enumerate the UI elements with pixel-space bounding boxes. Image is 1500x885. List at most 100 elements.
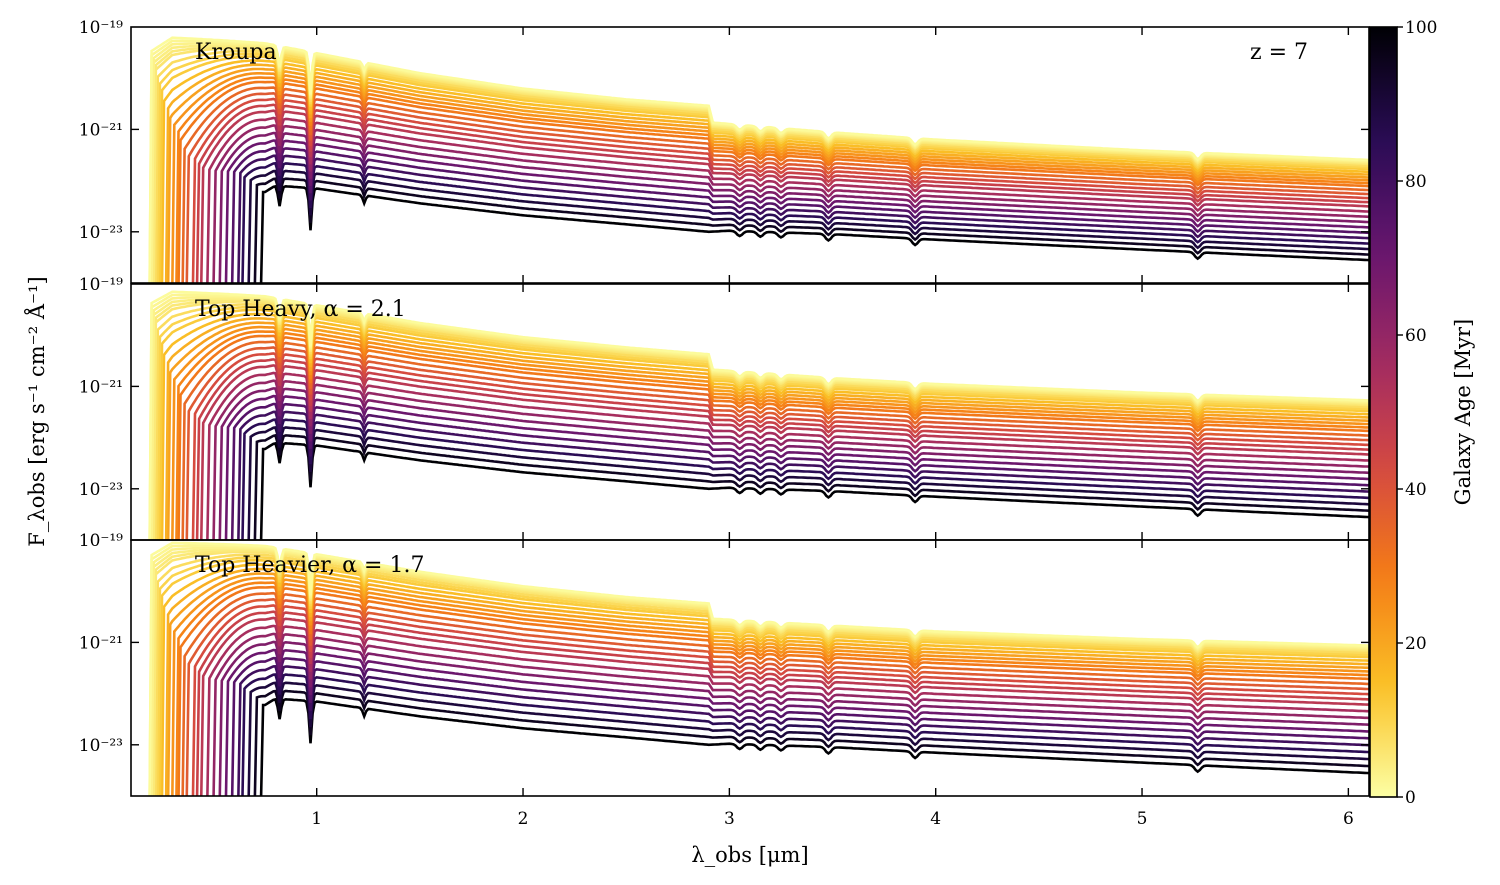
series-line-age-65: [218, 387, 1369, 540]
series-line-age-38: [185, 597, 1369, 796]
series-line-age-42: [191, 352, 1369, 540]
colorbar: 0 20 40 60 80 100 Galaxy Age [Myr]: [1369, 18, 1475, 808]
series-line-age-90: [247, 426, 1369, 540]
x-tick-label: 4: [930, 809, 941, 829]
panel-frame: [130, 539, 1370, 797]
sed-curves: [148, 541, 1369, 796]
series-line-age-18: [164, 63, 1369, 283]
series-line-age-21: [166, 67, 1369, 283]
series-line-age-70: [224, 139, 1369, 283]
series-line-age-60: [212, 379, 1369, 540]
series-line-age-8: [154, 553, 1369, 796]
series-line-age-75: [230, 656, 1369, 796]
x-tick-label: 5: [1137, 809, 1148, 829]
series-line-age-55: [206, 371, 1369, 540]
series-line-age-80: [237, 410, 1369, 540]
y-tick-label-top: 10⁻¹⁹: [79, 275, 123, 295]
series-line-age-12: [158, 308, 1369, 540]
series-line-age-38: [185, 91, 1369, 283]
redshift-label: z = 7: [1250, 40, 1308, 65]
series-line-age-34: [181, 86, 1369, 283]
x-tick-label: 1: [311, 809, 322, 829]
series-line-age-46: [195, 103, 1369, 283]
y-tick-label-top: 10⁻¹⁹: [79, 18, 123, 38]
series-line-age-38: [185, 346, 1369, 540]
series-line-age-46: [195, 358, 1369, 540]
series-line-age-10: [156, 52, 1369, 283]
series-line-age-18: [164, 317, 1369, 540]
panel-label: Top Heavy, α = 2.1: [195, 297, 406, 322]
colorbar-frame: [1369, 26, 1398, 798]
series-line-age-34: [181, 591, 1369, 796]
series-line-age-50: [199, 364, 1369, 540]
series-line-age-100: [259, 441, 1369, 540]
colorbar-tick-label: 20: [1405, 634, 1427, 654]
series-line-age-8: [154, 302, 1369, 540]
series-line-age-24: [171, 72, 1369, 283]
series-line-age-65: [218, 131, 1369, 283]
series-line-age-42: [191, 97, 1369, 283]
series-line-age-60: [212, 632, 1369, 796]
x-axis-title: λ_obs [μm]: [691, 843, 808, 867]
series-line-age-65: [218, 640, 1369, 796]
series-line-age-80: [237, 154, 1369, 283]
series-line-age-34: [181, 340, 1369, 540]
series-line-age-75: [230, 146, 1369, 283]
series-line-age-95: [253, 433, 1369, 540]
series-line-age-27: [175, 581, 1369, 796]
series-line-age-70: [224, 394, 1369, 540]
x-tick-label: 3: [724, 809, 735, 829]
series-line-age-75: [230, 402, 1369, 540]
series-line-age-95: [253, 177, 1369, 283]
series-line-age-4: [150, 547, 1369, 796]
series-line-age-80: [237, 664, 1369, 796]
y-axis-title: F_λobs [erg s⁻¹ cm⁻² Å⁻¹]: [24, 276, 49, 546]
series-line-age-21: [166, 572, 1369, 796]
series-line-age-27: [175, 76, 1369, 283]
series-line-age-100: [259, 697, 1369, 796]
y-tick-label: 10⁻²¹: [79, 120, 123, 140]
series-line-age-12: [158, 55, 1369, 283]
x-tick-label: 2: [518, 809, 529, 829]
x-axis: 1 2 3 4 5 6 λ_obs [μm]: [311, 809, 1353, 867]
colorbar-tick-label: 60: [1405, 326, 1427, 346]
series-line-age-100: [259, 184, 1369, 283]
series-line-age-90: [247, 681, 1369, 796]
series-line-age-15: [160, 312, 1369, 540]
series-line-age-50: [199, 109, 1369, 283]
panel-label: Top Heavier, α = 1.7: [195, 553, 424, 578]
y-tick-label: 10⁻²³: [79, 480, 123, 500]
y-tick-label: 10⁻²¹: [79, 633, 123, 653]
series-line-age-24: [171, 576, 1369, 796]
series-line-age-8: [154, 49, 1369, 283]
series-line-age-30: [177, 334, 1369, 540]
series-line-age-50: [199, 616, 1369, 796]
series-line-age-18: [164, 567, 1369, 796]
series-line-age-10: [156, 556, 1369, 796]
panel-frame: [130, 26, 1370, 284]
series-line-age-24: [171, 325, 1369, 540]
series-line-age-15: [160, 59, 1369, 283]
colorbar-tick-label: 40: [1405, 480, 1427, 500]
panel-top-heavier: 10⁻²¹ 10⁻²³ 10⁻¹⁹: [79, 531, 1370, 797]
colorbar-gradient: [1370, 27, 1397, 797]
panel-kroupa: 10⁻²¹ 10⁻²³ 10⁻¹⁹: [79, 18, 1370, 284]
series-line-age-46: [195, 610, 1369, 796]
series-line-age-55: [206, 116, 1369, 283]
sed-curves: [148, 290, 1369, 540]
y-tick-label-top: 10⁻¹⁹: [79, 531, 123, 551]
colorbar-title: Galaxy Age [Myr]: [1451, 319, 1475, 505]
series-line-age-85: [241, 673, 1369, 796]
y-tick-label: 10⁻²³: [79, 223, 123, 243]
colorbar-tick-label: 100: [1405, 18, 1437, 38]
series-line-age-70: [224, 648, 1369, 796]
y-tick-label: 10⁻²¹: [79, 377, 123, 397]
series-line-age-1: [148, 541, 1369, 796]
series-line-age-30: [177, 80, 1369, 283]
series-line-age-15: [160, 563, 1369, 796]
panel-label: Kroupa: [195, 40, 277, 65]
series-line-age-60: [212, 124, 1369, 283]
series-line-age-30: [177, 585, 1369, 796]
series-line-age-85: [241, 161, 1369, 283]
sed-curves: [148, 36, 1369, 283]
